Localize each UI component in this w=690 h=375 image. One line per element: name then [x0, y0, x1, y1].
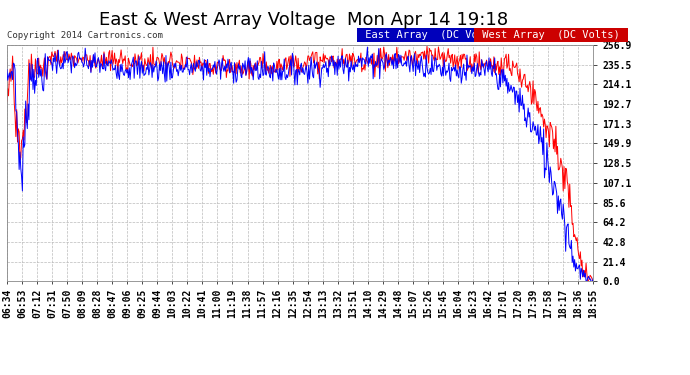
Text: West Array  (DC Volts): West Array (DC Volts) — [476, 30, 626, 40]
Text: East & West Array Voltage  Mon Apr 14 19:18: East & West Array Voltage Mon Apr 14 19:… — [99, 11, 508, 29]
Text: Copyright 2014 Cartronics.com: Copyright 2014 Cartronics.com — [7, 31, 163, 40]
Text: East Array  (DC Volts): East Array (DC Volts) — [359, 30, 509, 40]
